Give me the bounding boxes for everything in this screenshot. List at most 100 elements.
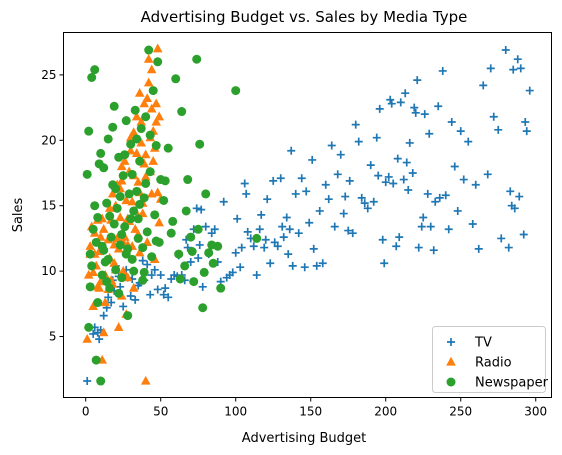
radio-point	[115, 212, 126, 222]
radio-point	[139, 98, 150, 108]
tv-point	[450, 162, 459, 171]
newspaper-point	[174, 249, 184, 259]
radio-point	[128, 282, 139, 292]
tv-point	[284, 250, 293, 259]
radio-point	[143, 77, 154, 87]
newspaper-point	[138, 275, 148, 285]
legend: TV Radio Newspaper	[432, 326, 549, 393]
tv-point	[315, 206, 324, 215]
newspaper-point	[120, 222, 130, 232]
tv-point	[380, 259, 389, 268]
tv-point	[240, 179, 249, 188]
chart-title: Advertising Budget vs. Sales by Media Ty…	[141, 8, 468, 26]
tv-point	[278, 222, 287, 231]
tv-point	[486, 64, 495, 73]
newspaper-point	[93, 212, 103, 222]
tv-point	[459, 175, 468, 184]
newspaper-point	[114, 288, 124, 298]
tv-point	[396, 98, 405, 107]
newspaper-point	[141, 178, 151, 188]
tv-point	[426, 222, 435, 231]
newspaper-point	[85, 249, 95, 259]
tv-point	[210, 225, 219, 234]
newspaper-point	[115, 240, 125, 250]
legend-marker-tv	[447, 338, 455, 346]
newspaper-point	[147, 252, 157, 262]
tv-point	[276, 174, 285, 183]
tv-point	[257, 210, 266, 219]
tv-point	[386, 95, 395, 104]
tv-point	[438, 66, 447, 75]
newspaper-point	[132, 134, 142, 144]
tv-point	[341, 192, 350, 201]
tv-point	[291, 189, 300, 198]
tv-point	[456, 127, 465, 136]
tv-point	[405, 138, 414, 147]
tv-point	[414, 243, 423, 252]
newspaper-point	[85, 282, 95, 292]
newspaper-point	[99, 245, 109, 255]
tv-point	[497, 234, 506, 243]
y-tick-label: 5	[49, 330, 57, 344]
newspaper-point	[133, 233, 143, 243]
tv-point	[501, 46, 510, 55]
tv-point	[263, 195, 272, 204]
plot-area	[63, 32, 552, 398]
newspaper-point	[93, 298, 103, 308]
tv-point	[260, 243, 269, 252]
tv-point	[287, 146, 296, 155]
newspaper-point	[129, 266, 139, 276]
tv-point	[104, 293, 113, 302]
tv-point	[198, 282, 207, 291]
tv-point	[387, 99, 396, 108]
tv-point	[344, 226, 353, 235]
radio-point	[140, 171, 151, 181]
tv-point	[408, 169, 417, 178]
newspaper-point	[127, 169, 137, 179]
newspaper-point	[102, 198, 112, 208]
newspaper-point	[195, 139, 205, 149]
tv-point	[252, 271, 261, 280]
tv-point	[513, 55, 522, 64]
tv-point	[411, 108, 420, 117]
newspaper-point	[123, 311, 133, 321]
tv-point	[288, 261, 297, 270]
radio-point	[143, 53, 154, 63]
newspaper-point	[160, 176, 170, 186]
tv-point	[392, 242, 401, 251]
newspaper-point	[166, 228, 176, 238]
radio-point	[151, 98, 162, 108]
tv-point	[494, 125, 503, 134]
tv-point	[393, 154, 402, 163]
tv-point	[381, 178, 390, 187]
radio-point	[139, 158, 150, 168]
newspaper-point	[181, 206, 191, 216]
tv-point	[312, 261, 321, 270]
tv-point	[516, 64, 525, 73]
newspaper-point	[144, 45, 154, 55]
tv-point	[479, 81, 488, 90]
tv-point	[489, 112, 498, 121]
newspaper-point	[151, 236, 161, 246]
tv-point	[186, 257, 195, 266]
y-tick-label: 15	[41, 199, 56, 213]
tv-point	[201, 222, 210, 231]
tv-point	[441, 191, 450, 200]
x-axis-title: Advertising Budget	[242, 431, 366, 446]
tv-point	[399, 175, 408, 184]
tv-point	[126, 291, 135, 300]
radio-point	[100, 297, 111, 307]
tv-point	[434, 102, 443, 111]
newspaper-point	[153, 57, 163, 67]
legend-label-radio: Radio	[475, 356, 512, 371]
tv-point	[378, 235, 387, 244]
newspaper-point	[145, 167, 155, 177]
newspaper-point	[129, 206, 139, 216]
newspaper-point	[90, 201, 100, 211]
newspaper-point	[126, 139, 136, 149]
tv-point	[425, 129, 434, 138]
tv-point	[506, 187, 515, 196]
newspaper-point	[132, 186, 142, 196]
radio-point	[154, 217, 165, 227]
tv-point	[302, 187, 311, 196]
